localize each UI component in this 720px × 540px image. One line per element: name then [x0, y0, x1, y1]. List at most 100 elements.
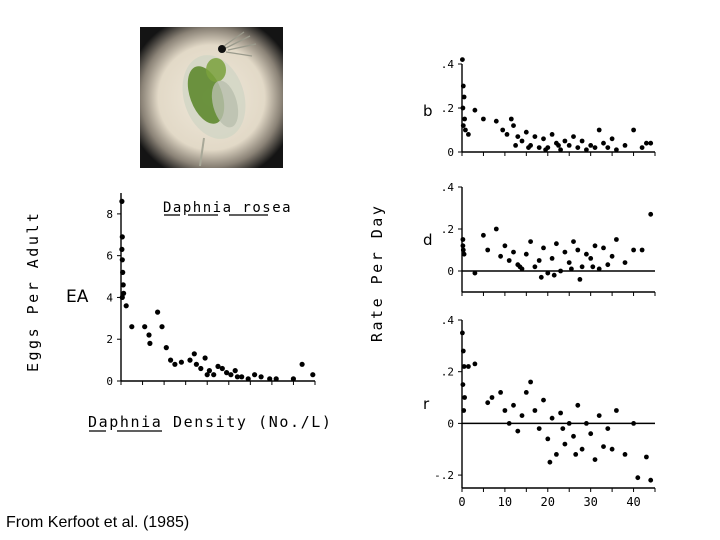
data-point [622, 143, 628, 148]
data-point [588, 143, 594, 148]
y-tick-label: 0 [447, 417, 454, 430]
data-point [129, 324, 135, 330]
y-tick-label: .2 [441, 223, 454, 236]
data-point [120, 269, 126, 275]
data-point [601, 444, 606, 449]
data-point [579, 264, 585, 270]
chart-title: Daphnia rosea [163, 200, 292, 216]
data-point [545, 270, 551, 276]
data-point [532, 134, 538, 140]
data-point [168, 357, 174, 363]
data-point [605, 262, 611, 268]
data-point [584, 251, 589, 257]
data-point [573, 452, 579, 457]
data-point [631, 127, 636, 133]
panel-b-label: b [423, 102, 433, 120]
data-point [506, 421, 512, 426]
data-point [460, 83, 466, 89]
data-point [592, 243, 598, 249]
data-point [498, 253, 503, 259]
data-point [519, 138, 525, 144]
data-point [575, 247, 581, 253]
data-point [577, 277, 583, 282]
data-point [215, 363, 221, 369]
data-point [588, 431, 594, 437]
panel-d-label: d [423, 231, 433, 249]
data-point [267, 376, 273, 382]
data-point [172, 361, 178, 367]
data-point [528, 239, 533, 245]
data-point [147, 340, 153, 346]
data-point [644, 454, 649, 460]
data-point [584, 421, 589, 426]
data-point [538, 274, 544, 280]
data-point [648, 140, 654, 146]
y-tick-label: .4 [441, 314, 455, 327]
data-point [146, 332, 152, 338]
y-tick-label: 6 [106, 250, 113, 263]
data-point [511, 249, 516, 255]
rate-b-chart: .4 .2 0 [441, 57, 656, 159]
data-point [536, 426, 542, 431]
data-point [461, 364, 467, 369]
data-point [614, 237, 619, 242]
data-point [123, 303, 129, 309]
data-point [601, 140, 606, 146]
y-tick-label: .2 [441, 366, 454, 379]
x-tick-label: 0 [458, 495, 465, 509]
data-point [588, 256, 594, 261]
data-point [601, 245, 606, 251]
data-point [560, 426, 566, 431]
data-point [187, 357, 193, 363]
data-point [234, 374, 240, 380]
x-tick-label: 40 [626, 495, 640, 509]
data-point [219, 365, 225, 372]
data-point [299, 361, 305, 367]
data-point [575, 145, 581, 151]
data-point [635, 475, 641, 481]
y-tick-label: .4 [441, 58, 455, 71]
data-point [614, 147, 619, 153]
x-tick-label: 20 [541, 495, 555, 509]
data-point [596, 266, 602, 272]
main-x-axis-label: Daphnia Density (No./L) [88, 413, 333, 431]
data-point [558, 410, 563, 416]
x-tick-label: 10 [498, 495, 512, 509]
data-point [549, 415, 555, 421]
data-point [245, 376, 251, 382]
data-point [485, 400, 491, 406]
data-point [566, 260, 572, 265]
data-point [191, 351, 197, 357]
data-point [472, 270, 478, 276]
data-point [556, 143, 561, 148]
data-point [571, 134, 576, 140]
data-point [489, 395, 495, 400]
data-point [532, 264, 538, 270]
data-point [290, 376, 296, 382]
data-point [549, 132, 555, 137]
data-point [571, 239, 576, 245]
data-point [532, 408, 538, 413]
data-point [547, 459, 553, 465]
data-point [614, 408, 619, 413]
data-point [517, 264, 523, 270]
data-point [609, 136, 615, 142]
data-point [622, 260, 628, 265]
data-point [596, 413, 602, 418]
data-point [502, 243, 508, 249]
data-point [481, 232, 486, 238]
data-point [460, 348, 466, 354]
data-point [511, 402, 516, 408]
data-point [198, 365, 204, 372]
data-point [232, 368, 238, 374]
y-tick-label: 2 [106, 333, 113, 346]
data-point [526, 145, 531, 151]
data-point [523, 129, 529, 135]
data-point [460, 237, 466, 242]
data-point [485, 247, 491, 253]
data-point [119, 234, 125, 240]
data-point [622, 452, 628, 457]
data-point [119, 198, 125, 204]
data-point [528, 379, 533, 385]
data-point [569, 266, 574, 272]
